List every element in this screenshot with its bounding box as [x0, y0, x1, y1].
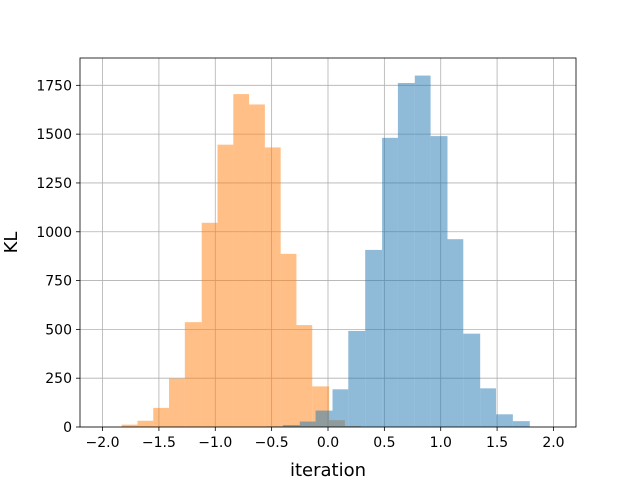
histogram-bar-series-2 — [430, 136, 448, 427]
x-tick-label: 2.0 — [542, 435, 564, 451]
histogram-bar-series-1 — [280, 253, 297, 427]
histogram-bar-series-1 — [233, 94, 250, 427]
histogram-bar-series-2 — [447, 239, 464, 427]
x-tick-label: −1.5 — [142, 435, 176, 451]
histogram-bar-series-1 — [264, 147, 281, 427]
histogram-bar-series-2 — [282, 425, 300, 427]
y-tick-label: 1250 — [36, 176, 72, 192]
x-axis-label: iteration — [290, 460, 366, 480]
histogram-bar-series-2 — [348, 330, 366, 427]
histogram-bar-series-1 — [184, 322, 202, 427]
x-tick-label: 0.0 — [317, 435, 339, 451]
histogram-bar-series-2 — [397, 82, 415, 427]
histogram-bar-series-2 — [414, 75, 431, 428]
x-tick-label: 1.0 — [430, 435, 452, 451]
histogram-bar-series-2 — [463, 333, 481, 427]
y-tick-label: 1500 — [36, 127, 72, 143]
histogram-bar-series-1 — [296, 325, 313, 427]
histogram-bar-series-1 — [169, 378, 185, 427]
histogram-bar-series-2 — [315, 410, 333, 427]
histogram-bar-series-2 — [512, 421, 530, 427]
histogram-bar-series-2 — [365, 249, 383, 427]
y-tick-label: 500 — [45, 322, 72, 338]
y-tick-label: 0 — [63, 420, 72, 436]
histogram-bar-series-1 — [137, 420, 154, 427]
histogram-bar-series-1 — [201, 222, 218, 427]
histogram-bar-series-2 — [299, 421, 316, 427]
grid-lines — [80, 58, 576, 428]
histogram-bar-series-1 — [217, 144, 234, 427]
histogram-bar-series-2 — [480, 388, 496, 427]
histogram-bar-series-1 — [249, 104, 265, 427]
x-tick-label: 1.5 — [486, 435, 508, 451]
histogram-bar-series-1 — [153, 407, 170, 427]
x-tick-label: −0.5 — [255, 435, 289, 451]
y-tick-label: 750 — [45, 274, 72, 290]
y-tick-label: 250 — [45, 371, 72, 387]
histogram-bars — [121, 75, 530, 428]
histogram-bar-series-1 — [121, 424, 138, 427]
axis-ticks: −2.0 −1.5 −1.0 −0.5 0.0 0.5 1.0 1.5 2.0 0 250 500 75… — [36, 78, 564, 451]
histogram-bar-series-2 — [332, 389, 349, 427]
histogram-bar-series-2 — [382, 137, 398, 427]
histogram-bar-series-2 — [495, 414, 513, 427]
x-tick-label: −2.0 — [86, 435, 120, 451]
y-axis-label: KL — [1, 232, 22, 254]
y-tick-label: 1000 — [36, 225, 72, 241]
x-tick-label: −1.0 — [198, 435, 232, 451]
x-tick-label: 0.5 — [373, 435, 395, 451]
y-tick-label: 1750 — [36, 78, 72, 94]
